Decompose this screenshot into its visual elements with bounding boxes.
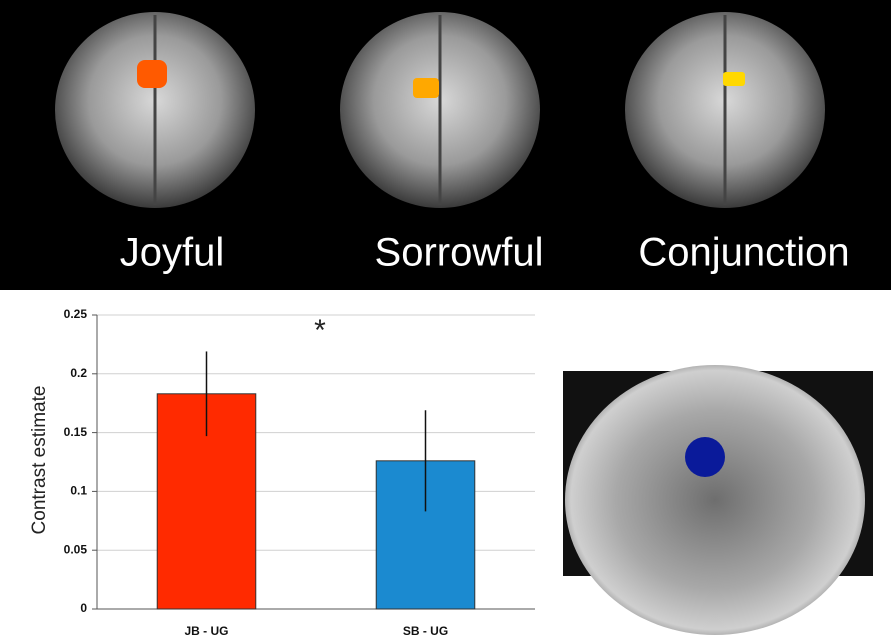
panel-label: Joyful xyxy=(120,231,225,275)
roi-brain xyxy=(565,365,865,635)
roi-marker xyxy=(685,437,725,477)
y-axis-label: Contrast estimate xyxy=(29,386,50,535)
activation xyxy=(413,78,439,98)
y-tick-label: 0.2 xyxy=(70,366,87,380)
brain-slices xyxy=(55,12,825,208)
y-tick-label: 0 xyxy=(80,601,87,615)
activation xyxy=(723,72,745,86)
panel-label: Conjunction xyxy=(638,231,849,275)
x-tick-label: JB - UG xyxy=(184,624,228,638)
y-tick-label: 0.1 xyxy=(70,484,87,498)
y-tick-label: 0.25 xyxy=(64,307,88,321)
y-tick-label: 0.15 xyxy=(64,425,88,439)
panel-label: Sorrowful xyxy=(375,231,544,275)
figure: Joyful Sorrowful Conjunction Contrast es… xyxy=(0,0,891,639)
roi-image xyxy=(563,365,873,635)
activation xyxy=(137,60,167,88)
y-tick-label: 0.05 xyxy=(64,542,88,556)
x-tick-label: SB - UG xyxy=(403,624,448,638)
annotation: * xyxy=(314,314,326,347)
